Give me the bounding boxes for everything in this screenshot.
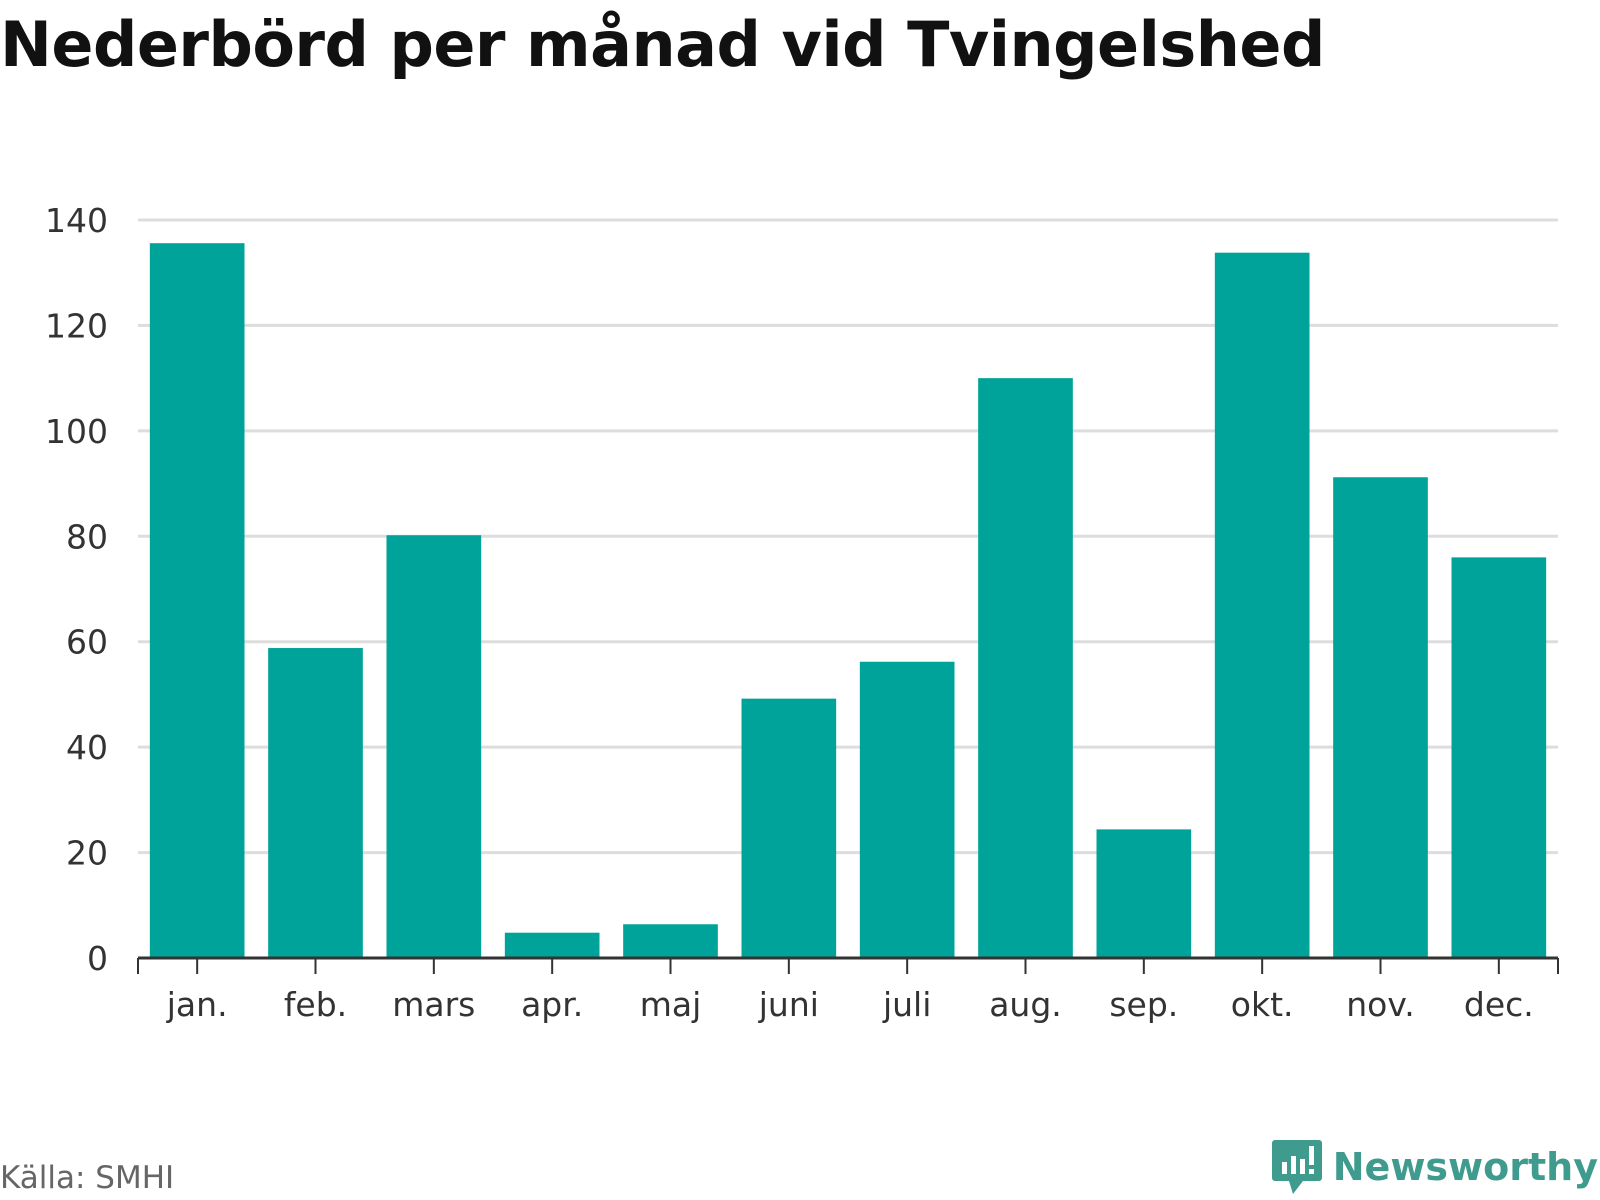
y-tick-label: 40: [66, 728, 108, 767]
y-tick-label: 80: [66, 517, 108, 556]
bar: [741, 698, 837, 958]
brand-name: Newsworthy: [1332, 1145, 1598, 1189]
x-tick-label: sep.: [1109, 985, 1178, 1024]
x-tick-label: dec.: [1464, 985, 1534, 1024]
bars: [149, 243, 1547, 959]
bar: [623, 924, 718, 958]
x-tick-labels: jan. feb. mars apr. maj juni juli aug. sep. okt. n…: [166, 985, 1534, 1024]
bar: [1333, 477, 1428, 958]
x-tick-label: juli: [882, 985, 931, 1024]
x-tick-label: maj: [640, 985, 702, 1024]
y-tick-label: 20: [66, 834, 108, 873]
x-tick-label: aug.: [989, 985, 1062, 1024]
x-tick-label: feb.: [284, 985, 347, 1024]
newsworthy-logo-icon: [1271, 1140, 1322, 1194]
y-tick-label: 100: [45, 412, 108, 451]
bar: [386, 535, 482, 958]
bar: [859, 661, 955, 958]
y-tick-label: 60: [66, 623, 108, 662]
x-tick-label: apr.: [521, 985, 583, 1024]
bar: [1214, 252, 1310, 958]
brand: Newsworthy: [1271, 1138, 1598, 1196]
chart-title: Nederbörd per månad vid Tvingelshed: [0, 8, 1325, 81]
bar: [1096, 829, 1192, 958]
bar-chart: 0 20 40 60 80 100 120 140 jan. feb. mars apr. maj ju…: [45, 201, 1559, 1024]
bar: [978, 378, 1073, 959]
x-tick-label: mars: [392, 985, 475, 1024]
y-tick-label: 120: [45, 306, 108, 345]
y-tick-label: 0: [87, 939, 108, 978]
x-tick-label: nov.: [1346, 985, 1415, 1024]
x-tick-label: jan.: [166, 985, 228, 1024]
gridlines: [138, 218, 1558, 855]
bar: [268, 648, 363, 958]
y-tick-labels: 0 20 40 60 80 100 120 140: [45, 201, 108, 978]
x-axis: [137, 956, 1559, 974]
bar: [504, 932, 600, 958]
source-note: Källa: SMHI: [0, 1160, 175, 1196]
y-tick-label: 140: [45, 201, 108, 240]
x-tick-label: okt.: [1231, 985, 1294, 1024]
bar: [1451, 557, 1547, 958]
bar: [149, 243, 245, 959]
x-tick-label: juni: [758, 985, 819, 1024]
